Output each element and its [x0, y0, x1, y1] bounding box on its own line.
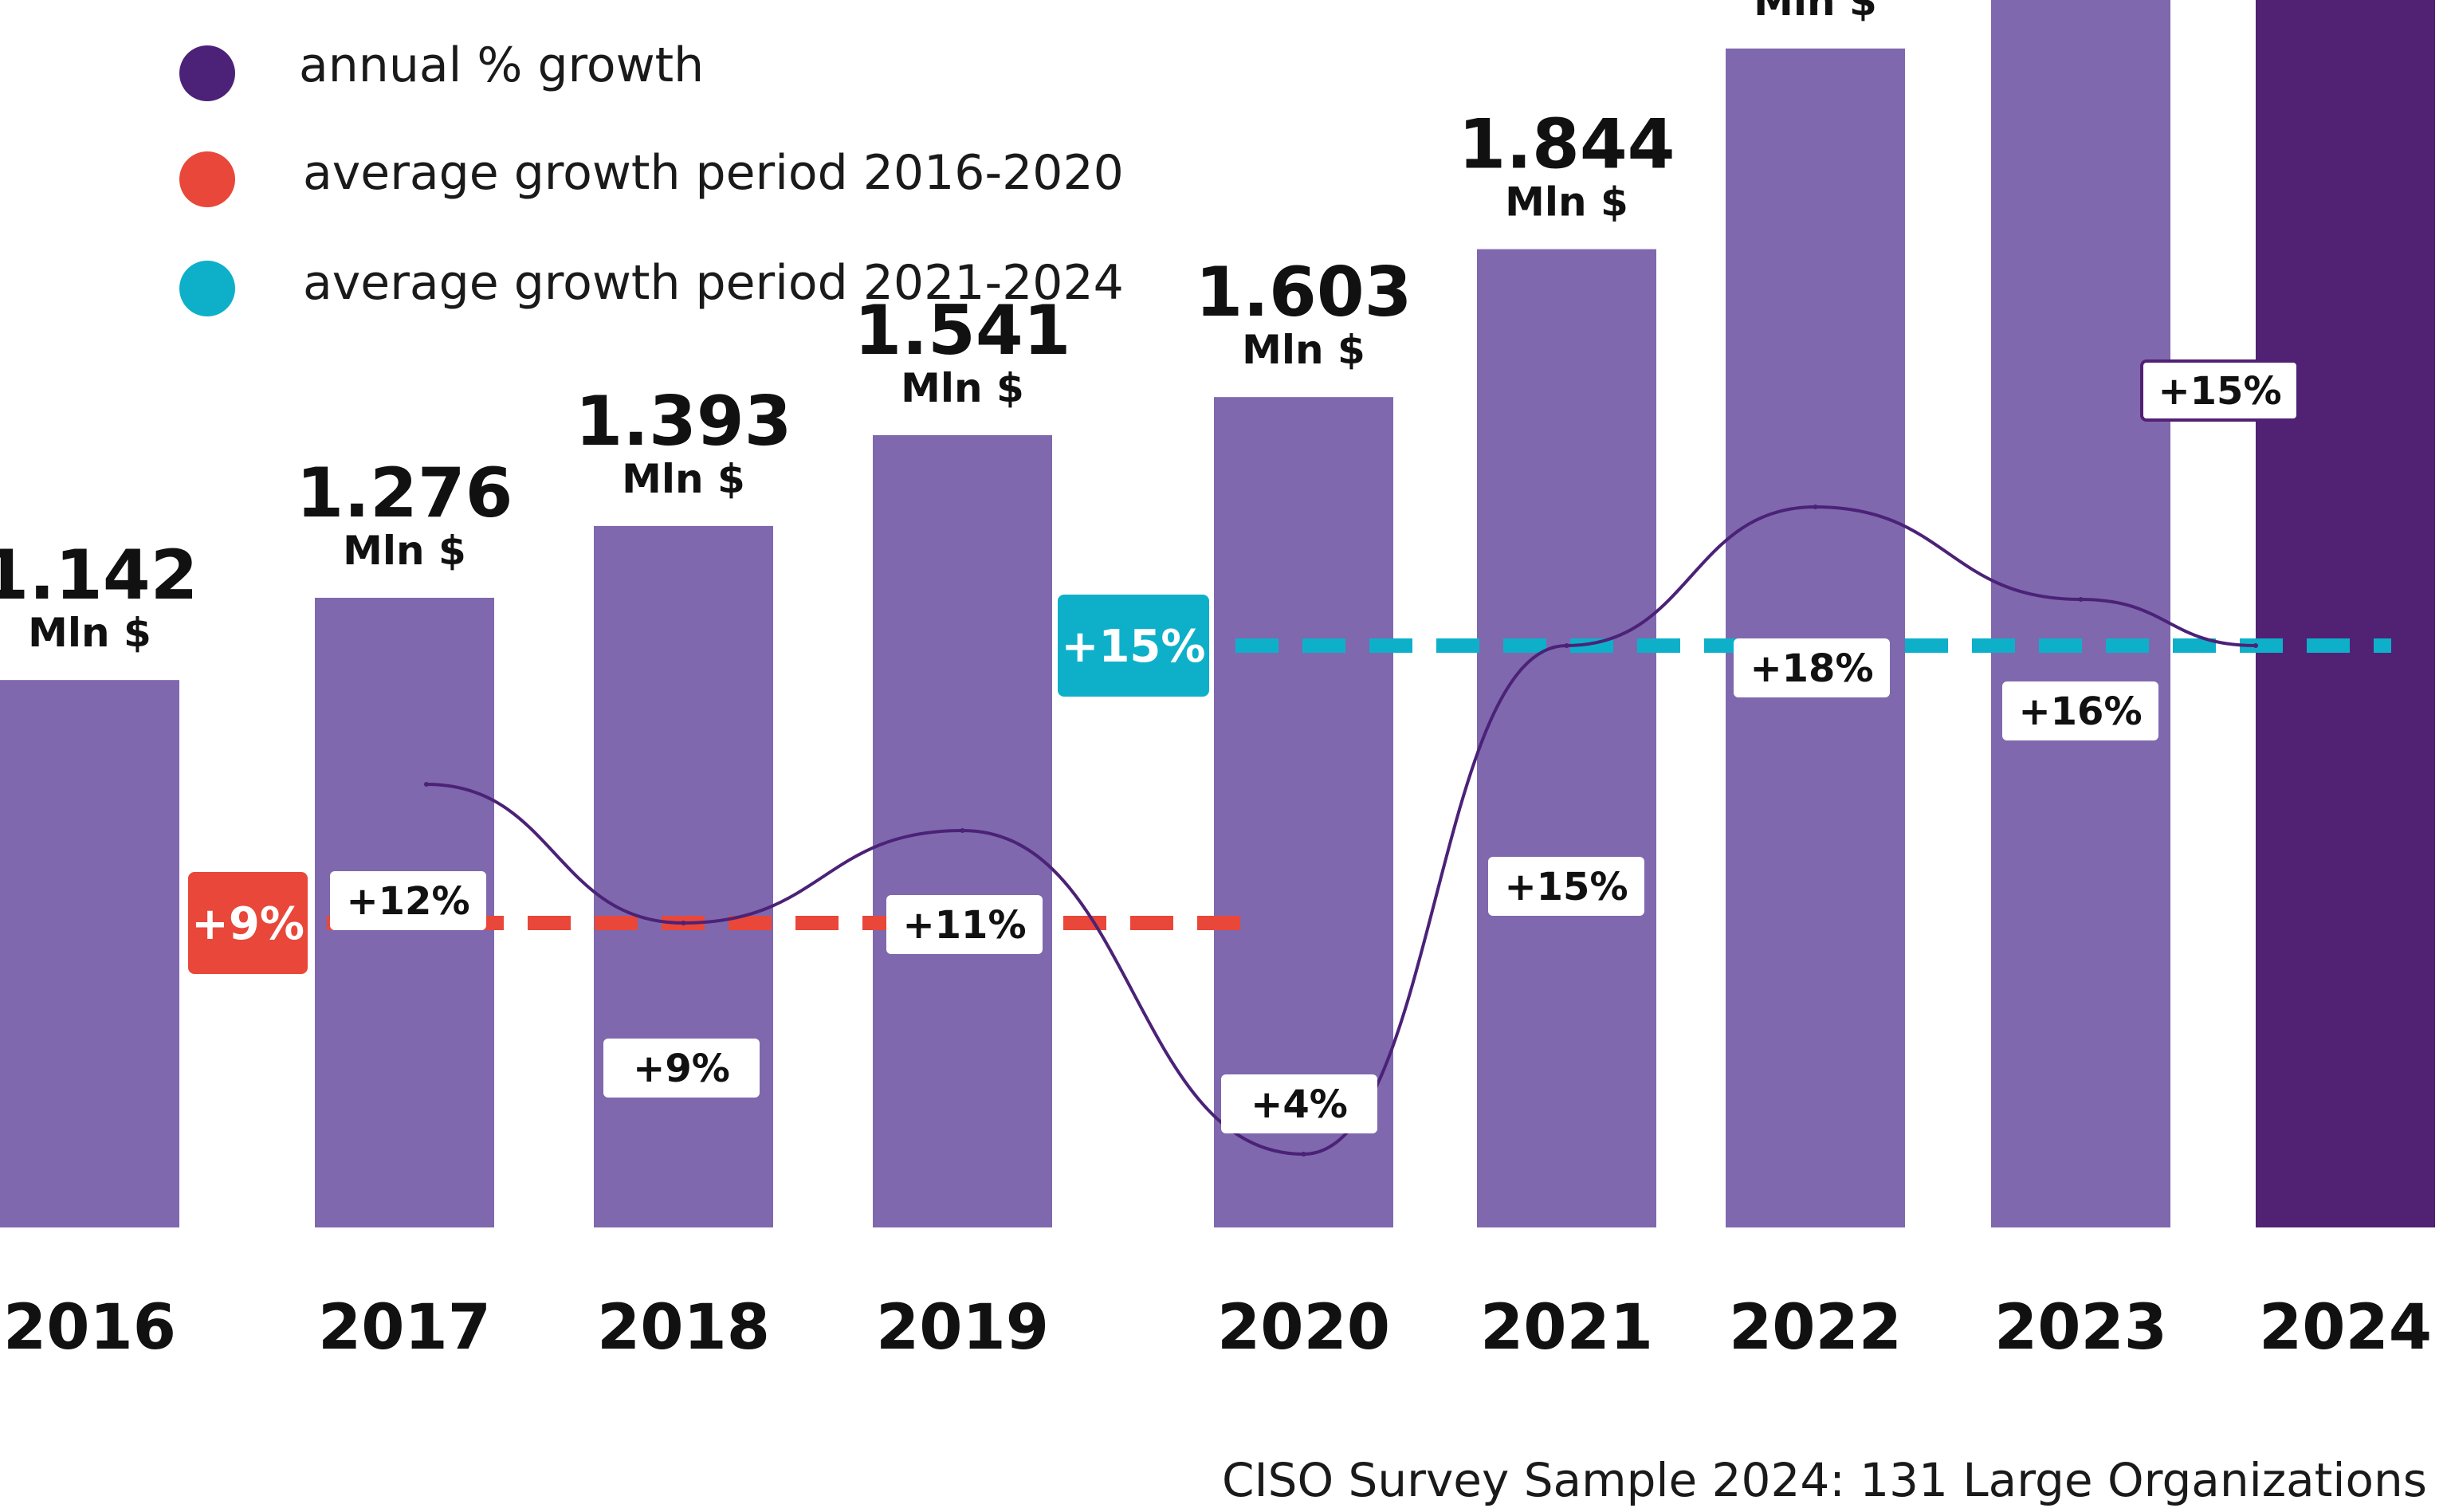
bar-unit-label-2016: Mln $: [28, 610, 151, 656]
annual-growth-line-path: [426, 505, 2257, 1157]
bar-unit-label-2019: Mln $: [901, 365, 1024, 411]
growth-label-box-2024: [2140, 359, 2300, 422]
bar-2018: [594, 525, 773, 1227]
average-badge-label-2016-2020: +9%: [191, 898, 304, 950]
x-tick-label-2017: 2017: [318, 1292, 491, 1364]
growth-label-2017: +12%: [346, 879, 469, 924]
growth-label-2018: +9%: [633, 1047, 730, 1091]
growth-point-2019: [960, 828, 965, 833]
growth-label-2021: +15%: [1504, 865, 1628, 909]
legend-label-annual-growth: annual % growth: [299, 37, 704, 93]
growth-label-box-2021: [1488, 857, 1644, 916]
x-tick-label-2023: 2023: [1994, 1292, 2167, 1364]
bar-value-label-2018: 1.393: [575, 382, 791, 461]
growth-point-2024: [2253, 643, 2258, 648]
legend: annual % growth average growth period 20…: [179, 37, 1124, 316]
average-badge-2016-2020: [188, 872, 308, 974]
growth-label-box-2017: [330, 871, 486, 930]
legend-label-avg-2021-2024: average growth period 2021-2024: [303, 255, 1124, 311]
legend-label-avg-2016-2020: average growth period 2016-2020: [303, 145, 1124, 201]
x-tick-label-2021: 2021: [1480, 1292, 1653, 1364]
growth-point-2017: [424, 782, 429, 787]
bar-2022: [1726, 48, 1905, 1228]
bar-unit-label-2017: Mln $: [343, 528, 466, 574]
growth-label-2020: +4%: [1251, 1082, 1348, 1127]
bar-value-label-2016: 1.142: [0, 536, 198, 615]
x-tick-label-2019: 2019: [876, 1292, 1049, 1364]
legend-marker-avg-2016-2020: [179, 151, 235, 207]
bar-value-label-2021: 1.844: [1458, 105, 1675, 185]
x-tick-label-2018: 2018: [597, 1292, 770, 1364]
growth-label-2024: +15%: [2158, 369, 2281, 414]
annual-growth-line: [424, 505, 2258, 1157]
legend-marker-annual-growth: [179, 45, 235, 101]
growth-label-box-2022: [1734, 638, 1890, 697]
bar-2024: [2256, 0, 2435, 1228]
source-note: CISO Survey Sample 2024: 131 Large Organ…: [1222, 1453, 2427, 1507]
bar-unit-label-2018: Mln $: [622, 456, 745, 502]
bar-value-label-2020: 1.603: [1195, 253, 1412, 332]
growth-label-box-2018: [603, 1039, 760, 1098]
growth-point-2018: [681, 921, 686, 925]
bar-value-label-2019: 1.541: [854, 291, 1070, 371]
growth-point-2021: [1564, 643, 1569, 648]
bar-unit-label-2021: Mln $: [1505, 179, 1628, 226]
growth-label-2022: +18%: [1750, 646, 1873, 691]
bar-2016: [0, 680, 179, 1227]
x-tick-label-2016: 2016: [3, 1292, 176, 1364]
x-tick-label-2024: 2024: [2259, 1292, 2432, 1364]
growth-label-box-2019: [886, 895, 1043, 954]
growth-label-2019: +11%: [902, 903, 1026, 948]
average-badge-2021-2024: [1058, 595, 1209, 697]
growth-point-2020: [1301, 1152, 1306, 1157]
growth-point-2023: [2078, 597, 2084, 602]
x-tick-label-2020: 2020: [1217, 1292, 1390, 1364]
bar-2023: [1991, 0, 2170, 1228]
bar-value-label-2017: 1.276: [296, 454, 513, 533]
growth-label-2023: +16%: [2018, 689, 2142, 734]
bar-2021: [1477, 249, 1656, 1227]
growth-label-box-2020: [1221, 1074, 1377, 1133]
growth-label-box-2023: [2002, 681, 2158, 740]
legend-marker-avg-2021-2024: [179, 261, 235, 316]
x-tick-label-2022: 2022: [1729, 1292, 1902, 1364]
average-badge-label-2021-2024: +15%: [1062, 621, 1206, 673]
growth-point-2022: [1813, 505, 1818, 509]
bar-unit-label-2022: Mln $: [1754, 0, 1877, 25]
bar-unit-label-2020: Mln $: [1242, 327, 1365, 373]
